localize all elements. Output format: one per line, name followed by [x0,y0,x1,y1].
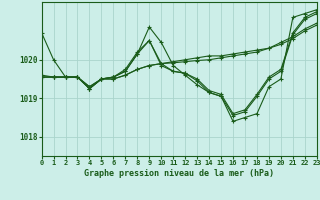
X-axis label: Graphe pression niveau de la mer (hPa): Graphe pression niveau de la mer (hPa) [84,169,274,178]
